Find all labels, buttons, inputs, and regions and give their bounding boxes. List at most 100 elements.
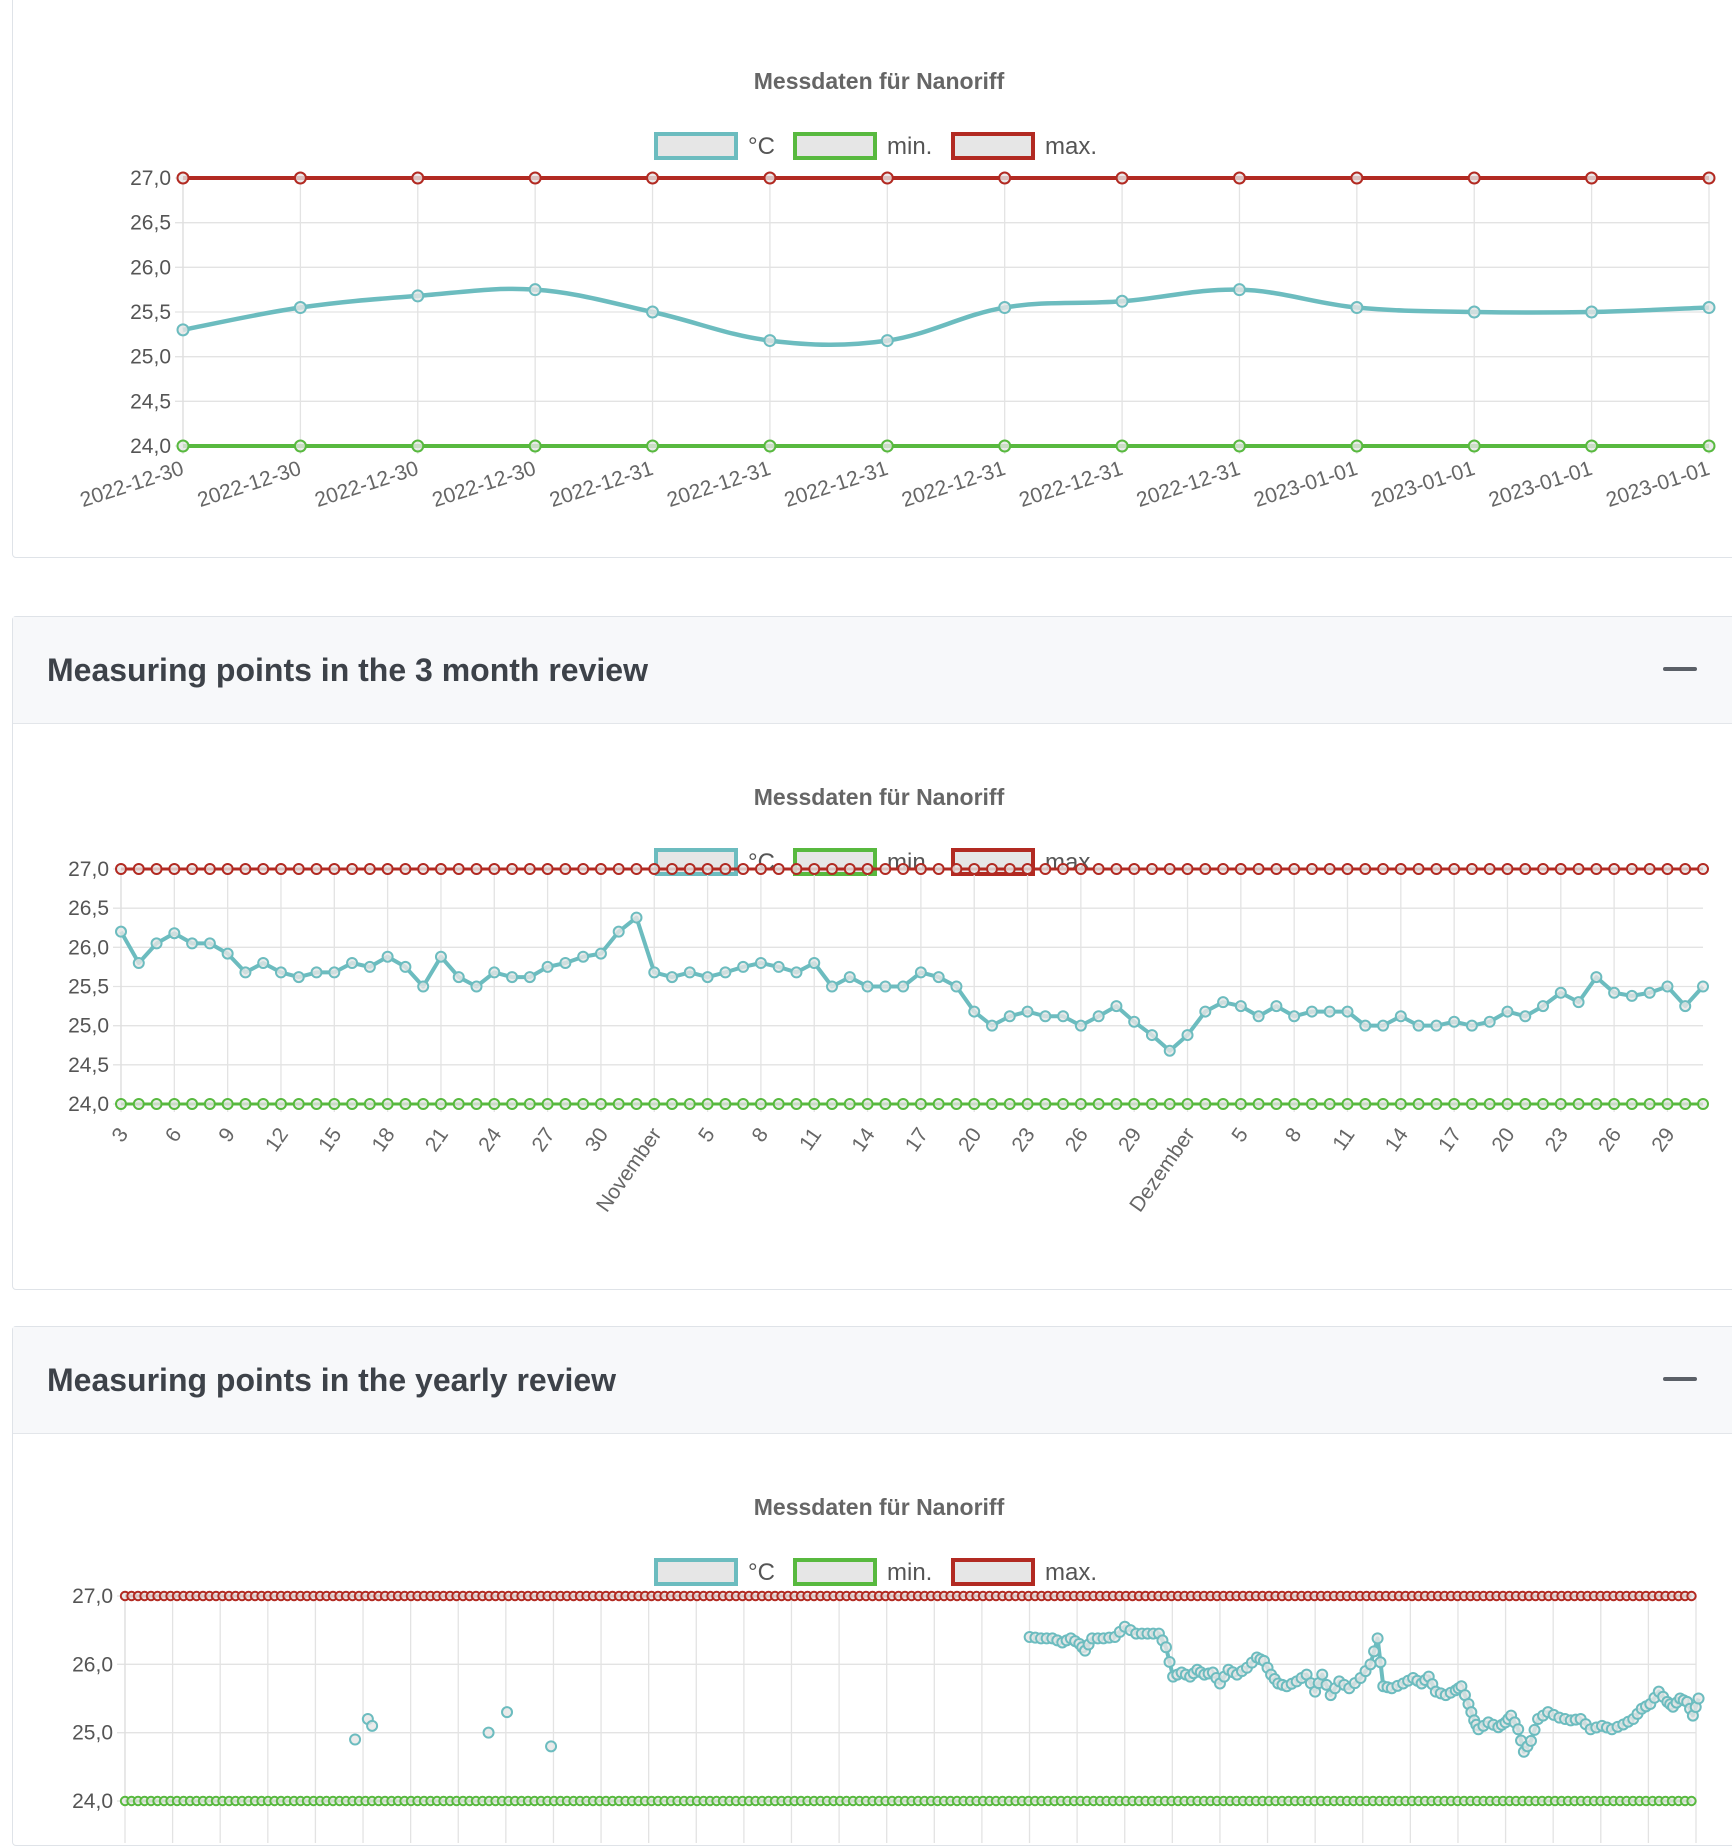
series-temp-point xyxy=(1377,1019,1390,1032)
series-min-point xyxy=(1341,1098,1354,1110)
series-max-point xyxy=(1554,863,1567,875)
series-max-point xyxy=(1377,863,1390,875)
series-temp-point xyxy=(932,971,945,984)
series-temp-point xyxy=(1661,980,1674,993)
series-temp-point xyxy=(452,971,465,984)
x-tick-label: 2022-12-31 xyxy=(1134,457,1243,512)
series-temp-point xyxy=(293,301,307,315)
series-temp-point xyxy=(399,960,412,973)
x-tick-label: 9 xyxy=(214,1124,240,1147)
series-temp-point xyxy=(1288,1010,1301,1023)
series-temp-point xyxy=(1643,986,1656,999)
series-max-point xyxy=(1686,1590,1697,1602)
x-tick-label: 8 xyxy=(1281,1124,1307,1147)
series-max-point xyxy=(737,863,750,875)
x-tick-label: 2022-12-31 xyxy=(782,457,891,512)
minus-icon[interactable] xyxy=(1663,1377,1697,1381)
series-max-point xyxy=(168,863,181,875)
series-min-point xyxy=(646,439,660,453)
series-temp-point xyxy=(879,980,892,993)
series-temp-point xyxy=(1323,1005,1336,1018)
series-temp-point xyxy=(1305,1005,1318,1018)
series-max-point xyxy=(115,863,127,875)
series-min-point xyxy=(985,1098,998,1110)
series-temp-point xyxy=(1163,1044,1176,1057)
series-max-point xyxy=(1501,863,1514,875)
series-temp-point xyxy=(897,980,910,993)
series-temp-point xyxy=(763,334,777,348)
series-min-point xyxy=(701,1098,714,1110)
series-min-point xyxy=(399,1098,412,1110)
series-max xyxy=(176,171,1716,185)
series-min-point xyxy=(1430,1098,1443,1110)
series-temp-point xyxy=(239,966,252,979)
series-temp-point xyxy=(1371,1632,1384,1645)
series-temp-point xyxy=(528,283,542,297)
legend-label-min: min. xyxy=(887,1559,932,1586)
series-temp-point xyxy=(1316,1668,1329,1681)
series-max-point xyxy=(399,863,412,875)
chart-title: Messdaten für Nanoriff xyxy=(754,1494,1005,1520)
minus-icon[interactable] xyxy=(1663,667,1697,671)
series-temp-point xyxy=(1394,1010,1407,1023)
series-max-point xyxy=(648,863,661,875)
card-header-3-month: Measuring points in the 3 month review xyxy=(13,617,1732,724)
series-temp xyxy=(176,283,1716,348)
series-temp-point xyxy=(1115,294,1129,308)
series-min-point xyxy=(808,1098,821,1110)
series-min-point xyxy=(1021,1098,1034,1110)
series-min-point xyxy=(417,1098,430,1110)
series-min-point xyxy=(559,1098,572,1110)
x-tick-label: 5 xyxy=(694,1124,720,1147)
series-min-point xyxy=(719,1098,732,1110)
series-temp-point xyxy=(612,925,625,938)
x-tick-label: 5 xyxy=(1227,1124,1253,1147)
series-max-point xyxy=(754,863,767,875)
series-min-point xyxy=(452,1098,465,1110)
series-temp xyxy=(115,911,1709,1057)
series-min-point xyxy=(1163,1098,1176,1110)
series-max-point xyxy=(1115,171,1129,185)
series-min-point xyxy=(648,1098,661,1110)
legend-item-min: min. xyxy=(793,132,932,160)
series-max-point xyxy=(541,863,554,875)
series-max-point xyxy=(719,863,732,875)
legend-swatch-max xyxy=(951,132,1035,160)
x-tick-label: 11 xyxy=(1328,1124,1359,1155)
series-min-point xyxy=(1519,1098,1532,1110)
series-temp-point xyxy=(1003,1010,1016,1023)
series-max-point xyxy=(1323,863,1336,875)
series-max-point xyxy=(274,863,287,875)
series-max-point xyxy=(470,863,483,875)
series-temp-point xyxy=(1590,971,1603,984)
series-max-point xyxy=(1467,171,1481,185)
series-min-point xyxy=(274,1098,287,1110)
series-max-point xyxy=(666,863,679,875)
series-min-point xyxy=(1679,1098,1692,1110)
y-tick-label: 26,0 xyxy=(72,1653,113,1676)
series-max-point xyxy=(1305,863,1318,875)
series-min-point xyxy=(203,1098,216,1110)
series-temp-point xyxy=(1128,1015,1141,1028)
series-min xyxy=(176,439,1716,453)
series-max-point xyxy=(1394,863,1407,875)
series-max-point xyxy=(1288,863,1301,875)
series-temp-point xyxy=(1430,1019,1443,1032)
series-temp-point xyxy=(381,950,394,963)
series-min-point xyxy=(506,1098,519,1110)
series-max-point xyxy=(1217,863,1230,875)
series-max-point xyxy=(1003,863,1016,875)
series-min-point xyxy=(1252,1098,1265,1110)
y-tick-label: 26,0 xyxy=(130,256,171,279)
series-min-point xyxy=(1232,439,1246,453)
series-min-point xyxy=(239,1098,252,1110)
series-max-point xyxy=(292,863,305,875)
series-min-point xyxy=(1003,1098,1016,1110)
series-min-point xyxy=(328,1098,341,1110)
series-temp-point xyxy=(1679,1000,1692,1013)
series-temp-point xyxy=(1702,301,1716,315)
series-min-point xyxy=(1465,1098,1478,1110)
y-tick-label: 26,5 xyxy=(130,212,171,235)
series-max-point xyxy=(630,863,643,875)
series-min-point xyxy=(1350,439,1364,453)
